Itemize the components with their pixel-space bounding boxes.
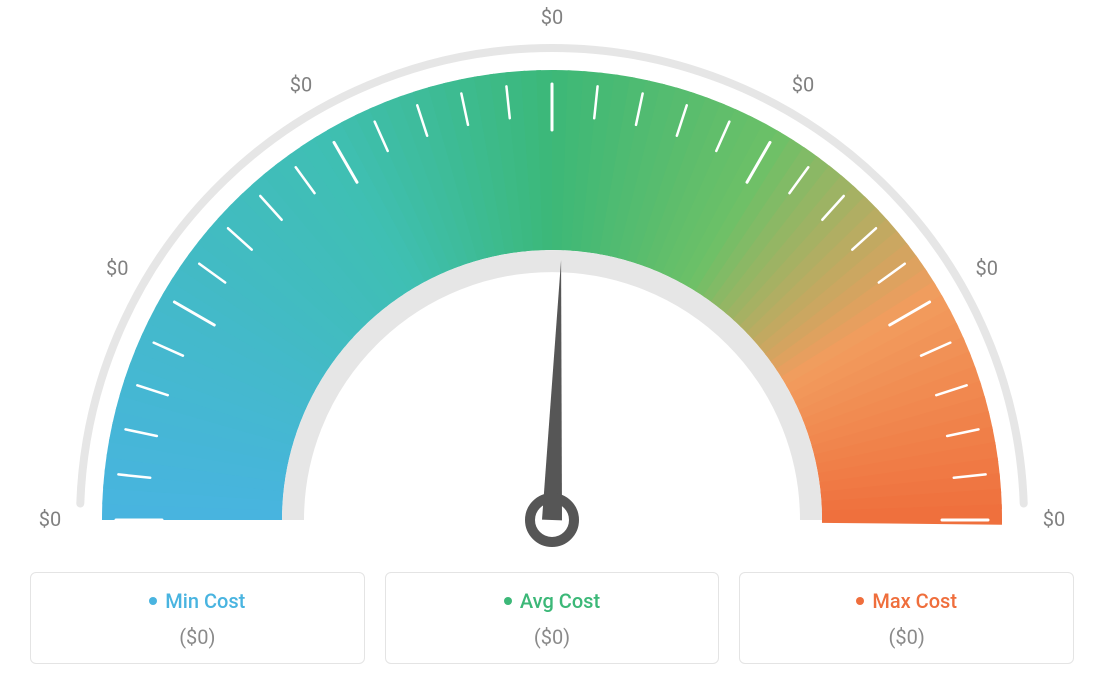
svg-text:$0: $0: [792, 72, 814, 96]
legend-dot-max: [856, 597, 864, 605]
gauge-svg: $0 $0 $0 $0 $0 $0 $0: [0, 0, 1104, 560]
legend-label-max: Max Cost: [856, 589, 957, 613]
legend-text-max: Max Cost: [872, 589, 957, 613]
svg-text:$0: $0: [976, 256, 998, 280]
svg-text:$0: $0: [541, 5, 563, 29]
legend-value-avg: ($0): [396, 625, 709, 649]
legend-card-min: Min Cost ($0): [30, 572, 365, 664]
legend-dot-min: [149, 597, 157, 605]
legend-text-min: Min Cost: [165, 589, 245, 613]
gauge-chart: $0 $0 $0 $0 $0 $0 $0: [0, 0, 1104, 560]
legend-card-avg: Avg Cost ($0): [385, 572, 720, 664]
legend-value-min: ($0): [41, 625, 354, 649]
legend-row: Min Cost ($0) Avg Cost ($0) Max Cost ($0…: [0, 560, 1104, 664]
legend-label-avg: Avg Cost: [504, 589, 600, 613]
svg-text:$0: $0: [1043, 507, 1065, 531]
svg-text:$0: $0: [290, 72, 312, 96]
legend-value-max: ($0): [750, 625, 1063, 649]
svg-text:$0: $0: [39, 507, 61, 531]
legend-dot-avg: [504, 597, 512, 605]
legend-card-max: Max Cost ($0): [739, 572, 1074, 664]
legend-label-min: Min Cost: [149, 589, 245, 613]
svg-text:$0: $0: [106, 256, 128, 280]
legend-text-avg: Avg Cost: [520, 589, 600, 613]
